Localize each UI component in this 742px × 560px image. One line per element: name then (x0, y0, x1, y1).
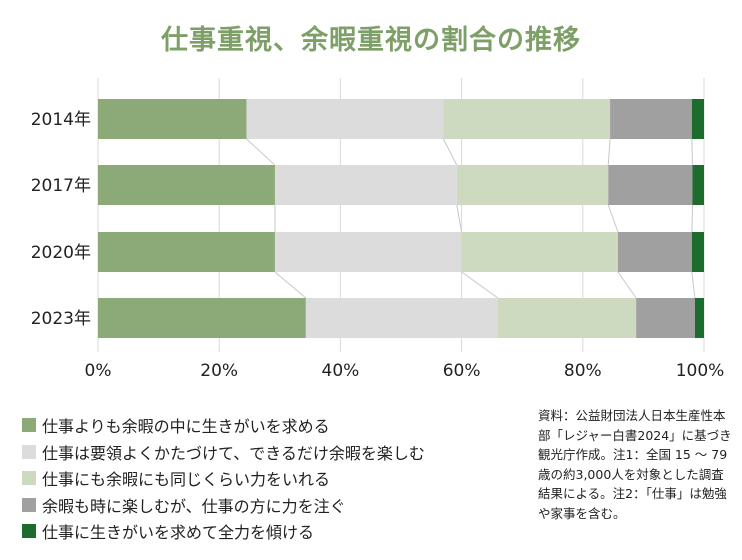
bars (98, 99, 704, 338)
connector-line (691, 138, 693, 166)
legend-label: 仕事に生きがいを求めて全力を傾ける (42, 523, 315, 543)
connector-line (246, 138, 276, 166)
x-tick-label: 40% (322, 361, 360, 381)
x-tick-label: 60% (443, 361, 481, 381)
bar-segment (694, 298, 704, 338)
y-tick-label: 2020年 (31, 243, 91, 263)
bar-segment (617, 232, 692, 272)
connector-line (456, 204, 463, 233)
connector-line (274, 271, 307, 299)
chart-title: 仕事重視、余暇重視の割合の推移 (161, 25, 581, 56)
connector-line (617, 271, 637, 299)
legend-label: 仕事よりも余暇の中に生きがいを求める (42, 417, 330, 437)
bar-segment (610, 99, 692, 139)
y-tick-label: 2023年 (31, 309, 91, 329)
x-tick-label: 0% (85, 361, 112, 381)
source-note: 資料：公益財団法人日本生産性本部「レジャー白書2024」に基づき観光庁作成。注1… (538, 408, 732, 521)
bar-segment (456, 165, 609, 205)
bar-segment (692, 165, 704, 205)
bar-segment (274, 232, 462, 272)
connector-line (691, 271, 696, 299)
connector-line (607, 138, 611, 166)
connector-line (691, 204, 693, 233)
bar-segment (98, 165, 275, 205)
legend-label: 余暇も時に楽しむが、仕事の方に力を注ぐ (42, 496, 346, 516)
legend-item: 余暇も時に楽しむが、仕事の方に力を注ぐ (22, 492, 522, 519)
y-tick-label: 2017年 (31, 176, 91, 196)
x-axis-labels: 0% 20% 40% 60% 80% 100% (85, 361, 725, 381)
bar-segment (274, 165, 457, 205)
connector-line (607, 204, 619, 233)
legend-label: 仕事にも余暇にも同じくらい力をいれる (42, 470, 331, 490)
legend: 仕事よりも余暇の中に生きがいを求める仕事は要領よくかたづけて、できるだけ余暇を楽… (22, 412, 522, 545)
bar-segment (497, 298, 637, 338)
connector-lines (246, 138, 696, 299)
bar-segment (608, 165, 693, 205)
legend-swatch (22, 524, 36, 539)
legend-swatch (22, 444, 36, 459)
y-axis-labels: 2014年 2017年 2020年 2023年 (31, 110, 91, 329)
legend-item: 仕事は要領よくかたづけて、できるだけ余暇を楽しむ (22, 439, 522, 466)
bar-segment (443, 99, 611, 139)
bar-segment (305, 298, 498, 338)
bar-segment (98, 298, 306, 338)
bar-segment (98, 99, 247, 139)
x-tick-label: 100% (676, 361, 725, 381)
legend-swatch (22, 497, 36, 512)
bar-segment (691, 232, 704, 272)
legend-item: 仕事に生きがいを求めて全力を傾ける (22, 518, 522, 545)
legend-swatch (22, 471, 36, 486)
x-tick-label: 20% (200, 361, 238, 381)
y-tick-label: 2014年 (31, 110, 91, 130)
connector-line (461, 271, 499, 299)
stacked-bar-chart: 2014年 2017年 2020年 2023年 0% 20% 40% 60% 80% 100% (31, 78, 725, 381)
bar-segment (98, 232, 275, 272)
bar-segment (691, 99, 704, 139)
legend-item: 仕事にも余暇にも同じくらい力をいれる (22, 465, 522, 492)
bar-segment (246, 99, 444, 139)
bar-segment (636, 298, 695, 338)
legend-swatch (22, 418, 36, 433)
connector-line (442, 138, 458, 166)
x-tick-label: 80% (564, 361, 602, 381)
legend-item: 仕事よりも余暇の中に生きがいを求める (22, 412, 522, 439)
bar-segment (461, 232, 618, 272)
legend-label: 仕事は要領よくかたづけて、できるだけ余暇を楽しむ (42, 443, 425, 463)
